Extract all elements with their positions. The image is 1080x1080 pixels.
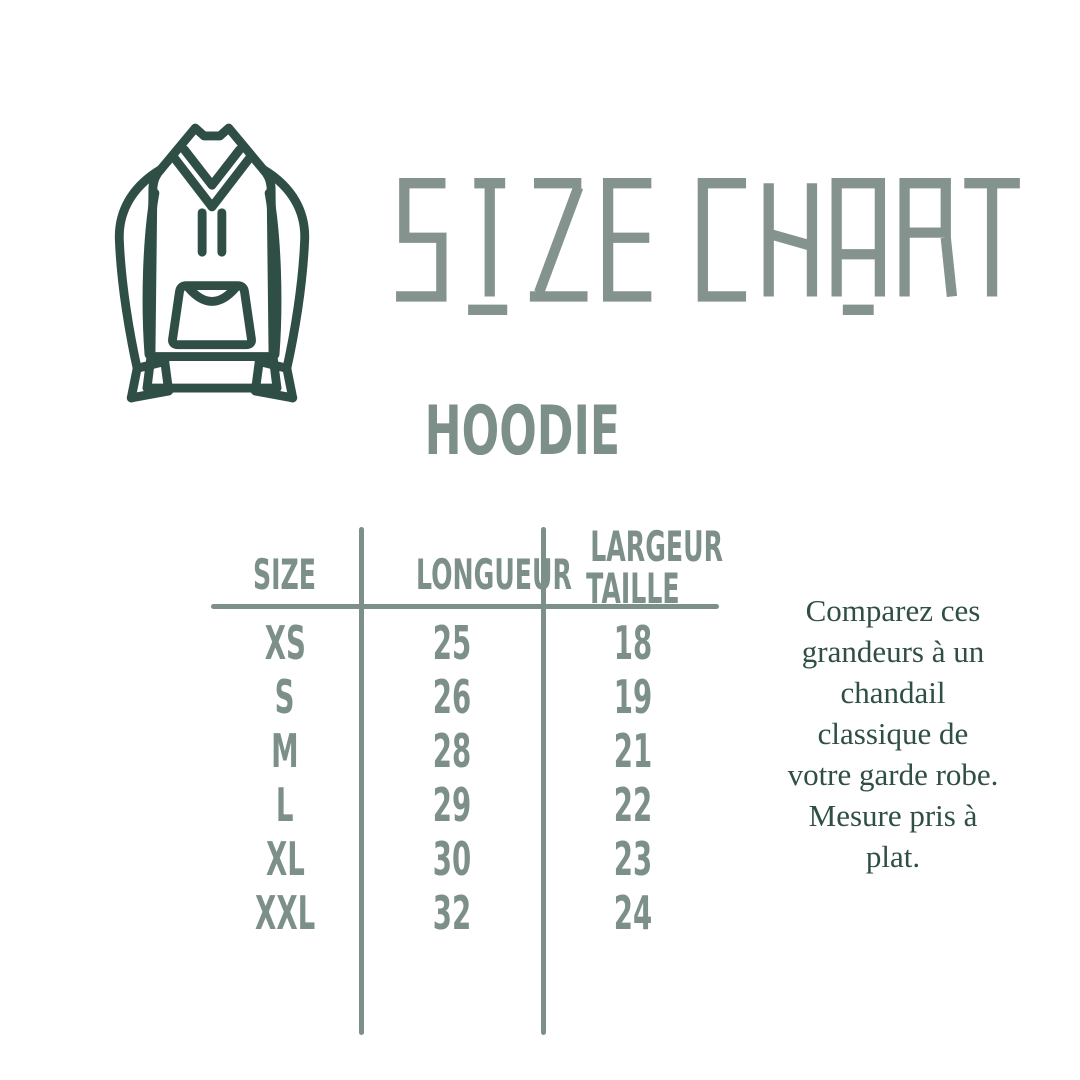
- product-name: HOODIE: [424, 392, 621, 471]
- page-title-text: SIZE CHART: [0, 0, 1, 1]
- table-header-size: SIZE: [253, 550, 317, 599]
- table-cell: 19: [613, 670, 653, 724]
- note-line: Mesure pris à: [808, 798, 978, 833]
- table-cell: XXL: [254, 886, 316, 940]
- table-cell: M: [271, 724, 299, 778]
- hoodie-icon: [114, 123, 310, 403]
- table-cell: 28: [433, 724, 472, 778]
- table-cell: 30: [433, 832, 472, 886]
- table-cell: 23: [613, 832, 653, 886]
- table-cell: 25: [433, 616, 472, 670]
- table-cell: XS: [264, 616, 306, 670]
- table-header-rule: [211, 604, 719, 609]
- table-cell: 32: [433, 886, 472, 940]
- note-line: grandeurs à un: [801, 634, 985, 669]
- table-vertical-divider-1: [359, 527, 364, 1035]
- table-cell: 22: [613, 778, 653, 832]
- note-line: Comparez ces: [805, 593, 981, 628]
- table-cell: L: [276, 778, 294, 832]
- note-line: plat.: [865, 839, 921, 874]
- table-cell: 29: [433, 778, 472, 832]
- table-cell: S: [275, 670, 295, 724]
- page-title: [396, 178, 1020, 315]
- table-cell: 18: [613, 616, 653, 670]
- table-header-longueur: LONGUEUR: [415, 550, 572, 599]
- table-header-largeur: LARGEUR: [590, 522, 723, 571]
- note-line: chandail: [840, 675, 946, 710]
- note-line: votre garde robe.: [787, 757, 999, 792]
- table-cell: 26: [433, 670, 472, 724]
- table-vertical-divider-2: [541, 527, 546, 1035]
- table-cell: 21: [613, 724, 653, 778]
- table-cell: 24: [613, 886, 653, 940]
- table-cell: XL: [265, 832, 305, 886]
- table-header-taille: TAILLE: [586, 564, 680, 613]
- measurement-note: Comparez ces grandeurs à un chandail cla…: [767, 590, 1019, 877]
- note-line: classique de: [817, 716, 969, 751]
